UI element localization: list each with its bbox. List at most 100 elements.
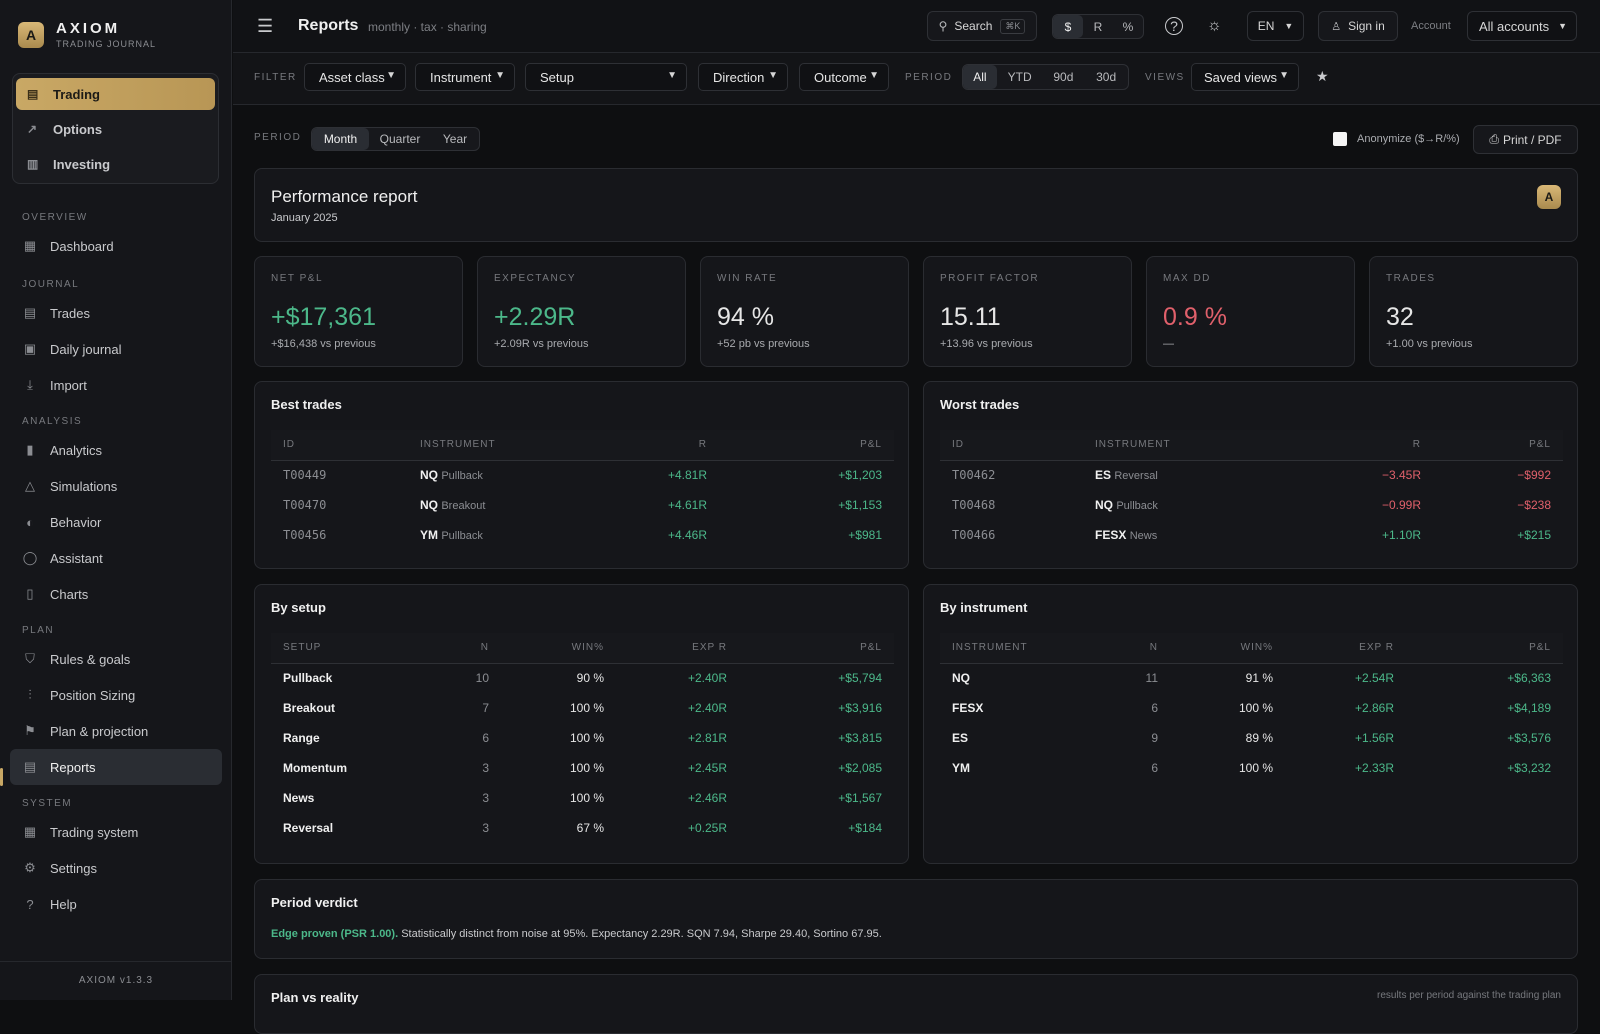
star-icon[interactable]: ★ [1316, 68, 1329, 84]
sidebar-item-settings[interactable]: ⚙ Settings [10, 850, 222, 886]
search-button[interactable]: ⚲ Search ⌘K [927, 11, 1037, 41]
pnl-value: +$215 [1517, 528, 1551, 542]
table-header: ID INSTRUMENT R P&L [940, 430, 1563, 461]
setup-select[interactable]: Setup ▼ [525, 63, 687, 91]
pnl-value: +$1,567 [838, 791, 882, 805]
sidebar-item-help[interactable]: ? Help [10, 886, 222, 922]
best-trades-table: ID INSTRUMENT R P&L T00449 NQ Pullback +4.… [271, 430, 894, 550]
table-row[interactable]: Reversal 3 67 % +0.25R +$184 [271, 813, 894, 843]
setup-name: Momentum [283, 761, 347, 775]
sidebar-item-import[interactable]: ⤓ Import [10, 367, 222, 403]
language-select[interactable]: EN ▼ [1247, 11, 1304, 41]
instrument-name: FESX [952, 701, 984, 715]
table-row[interactable]: NQ 11 91 % +2.54R +$6,363 [940, 663, 1563, 693]
period-year[interactable]: Year [442, 132, 468, 146]
table-row[interactable]: T00456 YM Pullback +4.46R +$981 [271, 520, 894, 550]
print-pdf-button[interactable]: ⎙ Print / PDF [1473, 125, 1578, 154]
period-90d[interactable]: 90d [1053, 70, 1074, 84]
sidebar-item-behavior[interactable]: ◐ Behavior [10, 504, 222, 540]
table-row[interactable]: Breakout 7 100 % +2.40R +$3,916 [271, 693, 894, 723]
mode-trading[interactable]: ▤ Trading [16, 78, 215, 110]
period-30d[interactable]: 30d [1096, 70, 1117, 84]
account-value: All accounts [1479, 18, 1550, 34]
sidebar-item-label: Trading system [50, 824, 139, 840]
instrument-name: NQ [952, 671, 970, 686]
sidebar-item-trading-system[interactable]: ▦ Trading system [10, 814, 222, 850]
period-all[interactable]: All [963, 65, 997, 89]
sidebar-item-dashboard[interactable]: ▦ Dashboard [10, 228, 222, 264]
period-ytd[interactable]: YTD [1007, 70, 1032, 84]
page-title: Reports [298, 17, 359, 34]
sidebar-item-reports[interactable]: ▤ Reports [10, 749, 222, 785]
table-row[interactable]: ES 9 89 % +1.56R +$3,576 [940, 723, 1563, 753]
outcome-select[interactable]: Outcome ▼ [799, 63, 889, 91]
account-select[interactable]: All accounts ▼ [1467, 11, 1577, 41]
table-row[interactable]: News 3 100 % +2.46R +$1,567 [271, 783, 894, 813]
table-row[interactable]: FESX 6 100 % +2.86R +$4,189 [940, 693, 1563, 723]
anonymize-checkbox[interactable] [1333, 132, 1347, 146]
period-label: PERIOD [905, 72, 953, 83]
table-row[interactable]: T00470 NQ Breakout +4.61R +$1,153 [271, 490, 894, 520]
period-quarter[interactable]: Quarter [379, 132, 421, 146]
report-title: Performance report [271, 187, 418, 206]
menu-icon[interactable]: ☰ [257, 15, 274, 36]
select-value: Saved views [1204, 69, 1277, 85]
instrument-symbol: FESX [1095, 528, 1127, 542]
table-row[interactable]: T00462 ES Reversal −3.45R −$992 [940, 460, 1563, 490]
sidebar-item-position-sizing[interactable]: ⫶ Position Sizing [10, 677, 222, 713]
table-row[interactable]: YM 6 100 % +2.33R +$3,232 [940, 753, 1563, 783]
help-icon[interactable]: ? [1165, 17, 1183, 35]
kpi-label: TRADES [1386, 273, 1436, 284]
chevron-down-icon: ▼ [386, 70, 396, 81]
sidebar-item-plan-projection[interactable]: ⚑ Plan & projection [10, 713, 222, 749]
count-value: 3 [482, 791, 489, 805]
brand[interactable]: A AXIOM TRADING JOURNAL [18, 20, 156, 49]
mode-options[interactable]: ↗ Options [16, 113, 215, 145]
sign-in-button[interactable]: ♙ Sign in [1318, 11, 1398, 41]
table-row[interactable]: Pullback 10 90 % +2.40R +$5,794 [271, 663, 894, 693]
kpi-value: 94 % [717, 303, 774, 331]
unit-dollar[interactable]: $ [1053, 15, 1083, 38]
sidebar-item-analytics[interactable]: ▮ Analytics [10, 432, 222, 468]
setup-name: Pullback [441, 530, 483, 542]
mode-label: Investing [53, 156, 111, 172]
flag-icon: ⚑ [24, 723, 36, 738]
expectancy-value: +2.54R [1354, 671, 1394, 686]
kpi-value: 15.11 [940, 303, 1001, 331]
download-icon: ⤓ [27, 377, 33, 392]
table-row[interactable]: T00466 FESX News +1.10R +$215 [940, 520, 1563, 550]
sidebar-item-label: Help [50, 896, 77, 912]
unit-toggle: $ R % [1052, 14, 1144, 39]
unit-percent[interactable]: % [1122, 19, 1134, 34]
table-row[interactable]: Range 6 100 % +2.81R +$3,815 [271, 723, 894, 753]
chevron-down-icon: ▼ [869, 70, 879, 81]
sidebar-item-rules-goals[interactable]: ⛉ Rules & goals [10, 641, 222, 677]
sidebar-item-daily-journal[interactable]: ▣ Daily journal [10, 331, 222, 367]
table-row[interactable]: T00449 NQ Pullback +4.81R +$1,203 [271, 460, 894, 490]
sidebar-item-trades[interactable]: ▤ Trades [10, 295, 222, 331]
instrument-select[interactable]: Instrument ▼ [415, 63, 515, 91]
expectancy-value: +0.25R [687, 821, 727, 835]
setup-name: News [1129, 530, 1158, 542]
sidebar-item-simulations[interactable]: △ Simulations [10, 468, 222, 504]
count-value: 3 [482, 821, 489, 835]
table-row[interactable]: Momentum 3 100 % +2.45R +$2,085 [271, 753, 894, 783]
verdict-highlight: Edge proven (PSR 1.00). [271, 928, 399, 940]
theme-toggle-icon[interactable]: ☼ [1207, 17, 1222, 34]
r-value: −0.99R [1381, 498, 1421, 512]
table-row[interactable]: T00468 NQ Pullback −0.99R −$238 [940, 490, 1563, 520]
asset-class-select[interactable]: Asset class ▼ [304, 63, 406, 91]
direction-select[interactable]: Direction ▼ [698, 63, 788, 91]
setup-name: Pullback [441, 470, 483, 483]
setup-name: Reversal [1114, 470, 1158, 483]
unit-r[interactable]: R [1093, 19, 1103, 34]
section-label: SYSTEM [22, 798, 73, 809]
sidebar-item-assistant[interactable]: ◯ Assistant [10, 540, 222, 576]
period-month[interactable]: Month [312, 128, 369, 150]
win-rate-value: 100 % [569, 791, 604, 805]
print-label: Print / PDF [1502, 132, 1562, 147]
sidebar-item-charts[interactable]: ▯ Charts [10, 576, 222, 612]
mode-investing[interactable]: ▥ Investing [16, 148, 215, 180]
saved-views-select[interactable]: Saved views ▼ [1191, 63, 1299, 91]
column-header: P&L [1406, 633, 1563, 664]
